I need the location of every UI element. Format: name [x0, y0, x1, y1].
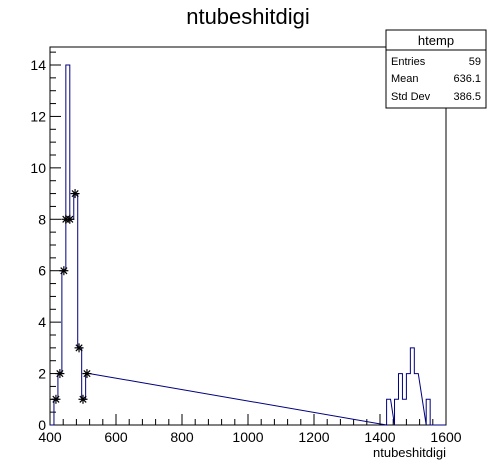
- histogram-bar: [395, 399, 399, 425]
- y-tick-label: 0: [38, 417, 46, 433]
- data-marker: [51, 394, 61, 404]
- data-marker: [70, 189, 80, 199]
- histogram-bar: [78, 348, 82, 425]
- histogram-bar: [398, 374, 402, 425]
- y-tick-label: 10: [30, 160, 46, 176]
- stats-value-entries: 59: [469, 56, 481, 68]
- stats-value-mean: 636.1: [453, 73, 481, 85]
- y-tick-label: 2: [38, 366, 46, 382]
- x-axis-label: ntubeshitdigi: [373, 445, 446, 460]
- y-tick-label: 4: [38, 314, 46, 330]
- stats-label-mean: Mean: [391, 73, 419, 85]
- y-tick-label: 14: [30, 57, 46, 73]
- x-axis-ticks: 400 600 800 1000 1200 1400 1600: [38, 414, 462, 445]
- y-tick-label: 12: [30, 108, 46, 124]
- stats-label-entries: Entries: [391, 56, 426, 68]
- histogram-bar: [387, 399, 391, 425]
- histogram-bar: [410, 348, 414, 425]
- histogram-outline: [50, 64, 446, 426]
- histogram-bar: [402, 399, 406, 425]
- data-marker: [82, 369, 92, 379]
- histogram-bars: [54, 65, 430, 425]
- y-tick-label: 8: [38, 211, 46, 227]
- x-tick-label: 600: [104, 429, 128, 445]
- data-marker: [74, 343, 84, 353]
- data-markers: [51, 189, 92, 404]
- data-marker: [78, 394, 88, 404]
- data-marker: [59, 266, 69, 276]
- stats-value-stddev: 386.5: [453, 91, 481, 103]
- histogram-bar: [74, 194, 78, 425]
- x-tick-label: 1000: [232, 429, 263, 445]
- stats-box: htemp Entries 59 Mean 636.1 Std Dev 386.…: [385, 29, 487, 109]
- stats-box-title: htemp: [418, 33, 454, 48]
- stats-box-frame: [385, 29, 487, 109]
- data-marker: [65, 214, 75, 224]
- data-marker: [55, 369, 65, 379]
- histogram-bar: [414, 374, 418, 425]
- x-tick-label: 1600: [430, 429, 461, 445]
- stats-label-stddev: Std Dev: [391, 91, 431, 103]
- histogram-bar: [62, 271, 66, 425]
- histogram-bar: [406, 374, 410, 425]
- x-tick-label: 400: [38, 429, 62, 445]
- x-tick-label: 1400: [364, 429, 395, 445]
- histogram-bar: [66, 65, 70, 425]
- chart-title: ntubeshitdigi: [186, 4, 310, 29]
- x-tick-label: 800: [170, 429, 194, 445]
- histogram-bar: [70, 219, 74, 425]
- histogram-bar: [426, 399, 430, 425]
- y-axis-ticks: 0 2 4 6 8 10 12 14: [30, 51, 61, 433]
- x-tick-label: 1200: [298, 429, 329, 445]
- histogram-bar: [82, 399, 86, 425]
- y-tick-label: 6: [38, 263, 46, 279]
